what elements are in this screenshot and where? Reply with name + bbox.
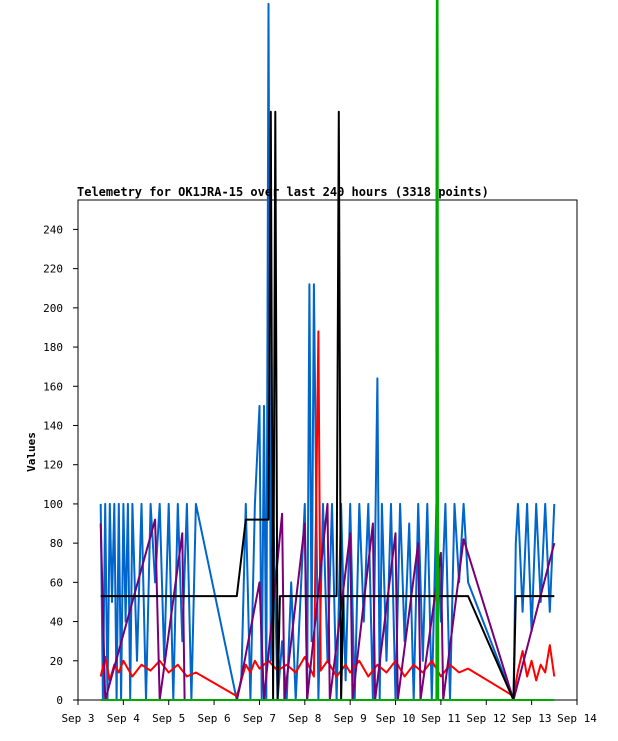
y-tick-label: 100 [43, 498, 63, 511]
x-tick-label: Sep 13 [512, 712, 552, 725]
y-tick-label: 60 [50, 576, 63, 589]
x-tick-label: Sep 9 [334, 712, 367, 725]
x-tick-label: Sep 7 [243, 712, 276, 725]
x-tick-label: Sep 6 [198, 712, 231, 725]
series-line-1 [99, 2, 556, 701]
x-tick-label: Sep 12 [466, 712, 506, 725]
x-tick-label: Sep 11 [421, 712, 461, 725]
y-axis-label: Values [25, 432, 38, 472]
y-tick-label: 180 [43, 341, 63, 354]
x-tick-label: Sep 5 [152, 712, 185, 725]
chart-title: Telemetry for OK1JRA-15 over last 240 ho… [77, 185, 489, 199]
y-tick-label: 220 [43, 263, 63, 276]
series-line-5 [100, 0, 555, 701]
y-tick-label: 160 [43, 380, 63, 393]
y-tick-label: 240 [43, 223, 63, 236]
x-tick-label: Sep 3 [61, 712, 94, 725]
series-line-4 [100, 110, 555, 701]
x-tick-label: Sep 4 [107, 712, 140, 725]
y-tick-label: 120 [43, 459, 63, 472]
y-tick-label: 80 [50, 537, 63, 550]
y-tick-label: 0 [56, 694, 63, 707]
plot-frame [77, 199, 578, 701]
y-tick-label: 140 [43, 419, 63, 432]
x-tick-label: Sep 10 [376, 712, 416, 725]
series-layer [99, 0, 556, 701]
x-tick-label: Sep 14 [557, 712, 597, 725]
x-tick-label: Sep 8 [288, 712, 321, 725]
y-tick-label: 200 [43, 302, 63, 315]
axis-layer: 0 20 40 60 80 100 120 140 160 180 200 220 240 Sep 3 Se… [43, 223, 597, 725]
y-tick-label: 40 [50, 616, 63, 629]
y-tick-label: 20 [50, 655, 63, 668]
series-line-3 [99, 502, 556, 701]
